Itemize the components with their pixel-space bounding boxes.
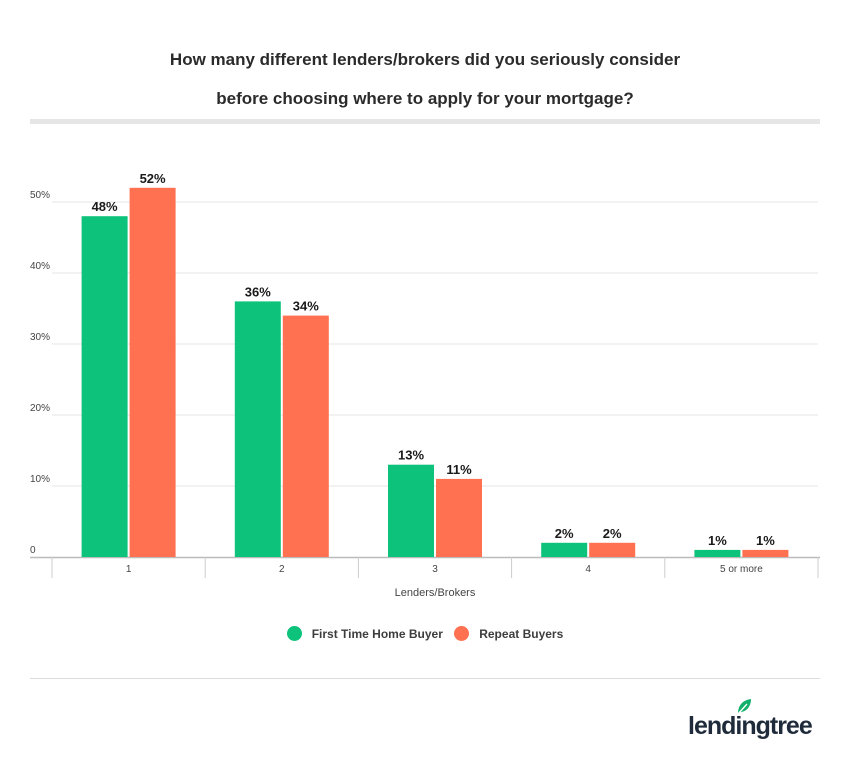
y-tick-label: 40% <box>30 261 50 272</box>
x-tick-label: 3 <box>432 564 438 575</box>
data-label: 52% <box>140 171 166 186</box>
bar-chart: 0 10% 20% 30% 40% 50% 48% 52% 1 36% 34% 2 13% 11% 3 2% 2… <box>30 171 820 599</box>
data-label: 11% <box>446 462 472 477</box>
bar-first-time <box>694 549 741 557</box>
legend-label-repeat: Repeat Buyers <box>479 626 564 641</box>
y-tick-label: 0 <box>30 545 36 556</box>
data-label: 2% <box>603 526 622 541</box>
x-axis-title: Lenders/Brokers <box>395 587 476 599</box>
bar-repeat <box>589 542 636 557</box>
legend-swatch-repeat <box>454 626 470 641</box>
data-label: 36% <box>245 284 271 299</box>
bar-repeat <box>436 478 482 557</box>
bar-repeat <box>742 549 789 557</box>
data-label: 1% <box>756 533 775 548</box>
data-label: 1% <box>708 533 727 548</box>
y-tick-label: 30% <box>30 332 50 343</box>
bar-first-time <box>81 216 128 557</box>
data-label: 2% <box>555 526 574 541</box>
leaf-icon <box>737 699 751 715</box>
chart-title-line-2: before choosing where to apply for your … <box>216 89 634 108</box>
bar-repeat <box>129 187 176 558</box>
lendingtree-logo: lendingtree <box>688 699 820 744</box>
bar-first-time <box>541 542 588 557</box>
chart-title: How many different lenders/brokers did y… <box>0 40 850 118</box>
legend-item-repeat[interactable]: Repeat Buyers <box>454 626 563 641</box>
x-tick-label: 2 <box>279 564 285 575</box>
footer-divider <box>30 678 820 679</box>
data-label: 48% <box>92 199 118 214</box>
bar-first-time <box>388 464 434 557</box>
y-tick-label: 20% <box>30 403 50 414</box>
legend-swatch-first-time <box>286 626 302 641</box>
y-tick-label: 50% <box>30 190 50 201</box>
x-tick-label: 1 <box>126 564 132 575</box>
legend: First Time Home Buyer Repeat Buyers <box>0 626 850 644</box>
y-tick-label: 10% <box>30 474 50 485</box>
legend-label-first-time: First Time Home Buyer <box>311 626 443 641</box>
legend-item-first-time[interactable]: First Time Home Buyer <box>286 626 443 641</box>
x-tick-label: 5 or more <box>720 564 763 575</box>
bar-repeat <box>282 315 329 557</box>
chart-title-line-1: How many different lenders/brokers did y… <box>169 50 681 69</box>
title-divider <box>30 119 820 124</box>
bar-first-time <box>234 301 281 557</box>
data-label: 13% <box>398 448 424 463</box>
data-label: 34% <box>293 299 319 314</box>
logo-wordmark: lendingtree <box>688 712 813 740</box>
x-tick-label: 4 <box>585 564 591 575</box>
